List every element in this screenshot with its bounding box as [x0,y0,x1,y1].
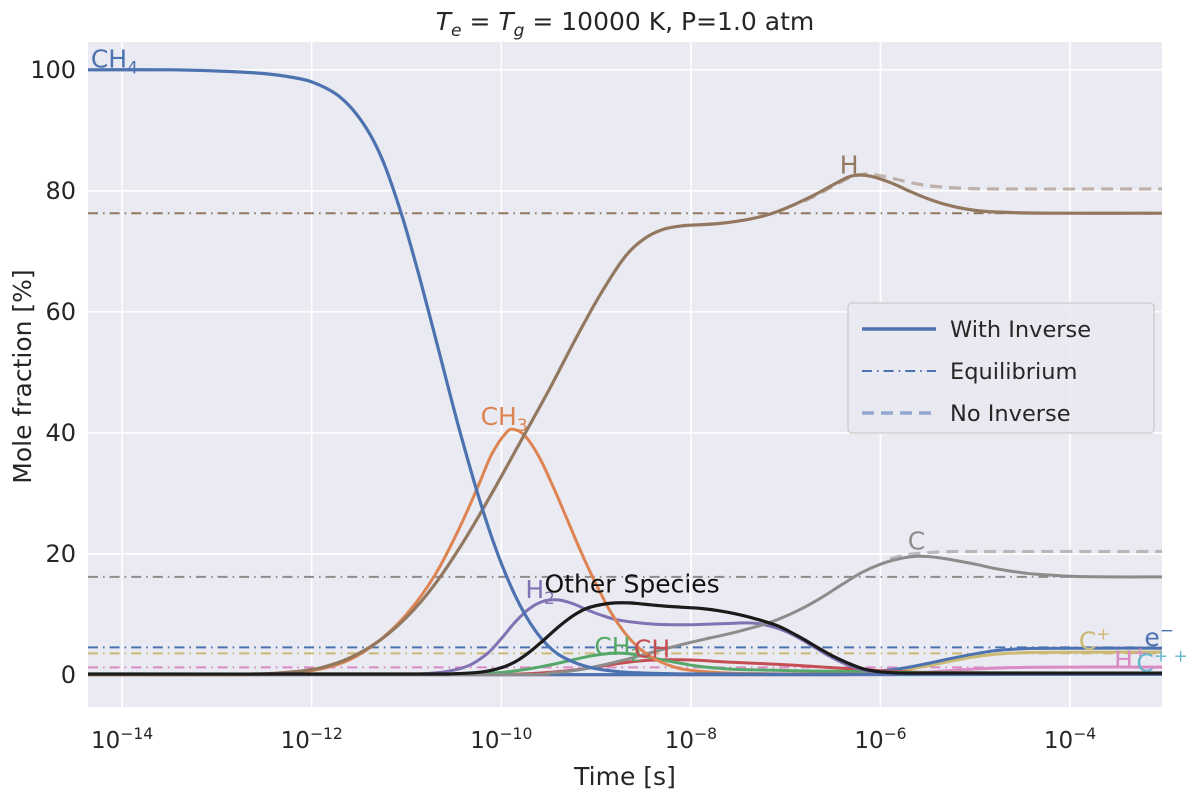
x-tick-label: 10−4 [1044,725,1096,754]
x-tick-label: 10−6 [854,725,906,754]
label-CH4: CH4 [91,44,138,78]
label-H: H [840,150,859,179]
legend-entry-label: Equilibrium [950,359,1077,385]
x-tick-label: 10−10 [470,725,532,754]
legend: With Inverse Equilibrium No Inverse [847,302,1155,434]
series-CH3-line [254,427,1162,676]
y-tick-label: 60 [45,298,76,326]
y-tick-label: 0 [61,661,76,689]
series-Other-Species-line [88,601,1162,676]
y-tick-label: 80 [45,177,76,205]
series-CH4-line [88,68,1162,676]
y-tick-label: 100 [30,56,76,84]
legend-box [847,302,1155,434]
y-axis-label: Mole fraction [%] [8,269,37,484]
y-tick-label: 20 [45,540,76,568]
label-H2: H2 [525,575,555,609]
x-tick-label: 10−8 [665,725,717,754]
series-H-line [88,173,1162,677]
legend-entry-label: With Inverse [950,317,1091,343]
label-H+: H+ [1114,643,1147,674]
label-Other-Species: Other Species [545,570,720,599]
label-CH2: CH2 [594,632,641,666]
label-C++: C+ + [1136,647,1187,678]
series-H-no-inverse-line [803,172,1162,203]
series-lines [88,68,1162,677]
x-tick-label: 10−12 [281,725,343,754]
label-C+: C+ [1079,625,1111,656]
legend-entry-label: No Inverse [950,401,1071,427]
y-tick-label: 40 [45,419,76,447]
chart-title: Te = Tg = 10000 K, P=1.0 atm [436,7,814,41]
x-tick-label: 10−14 [91,725,153,754]
label-CH: CH [634,634,670,663]
series-C-no-inverse-line [889,549,1162,561]
label-CH3: CH3 [481,402,528,436]
label-e-: e− [1144,621,1174,652]
label-C: C [908,527,925,556]
x-axis-label: Time [s] [574,762,676,791]
